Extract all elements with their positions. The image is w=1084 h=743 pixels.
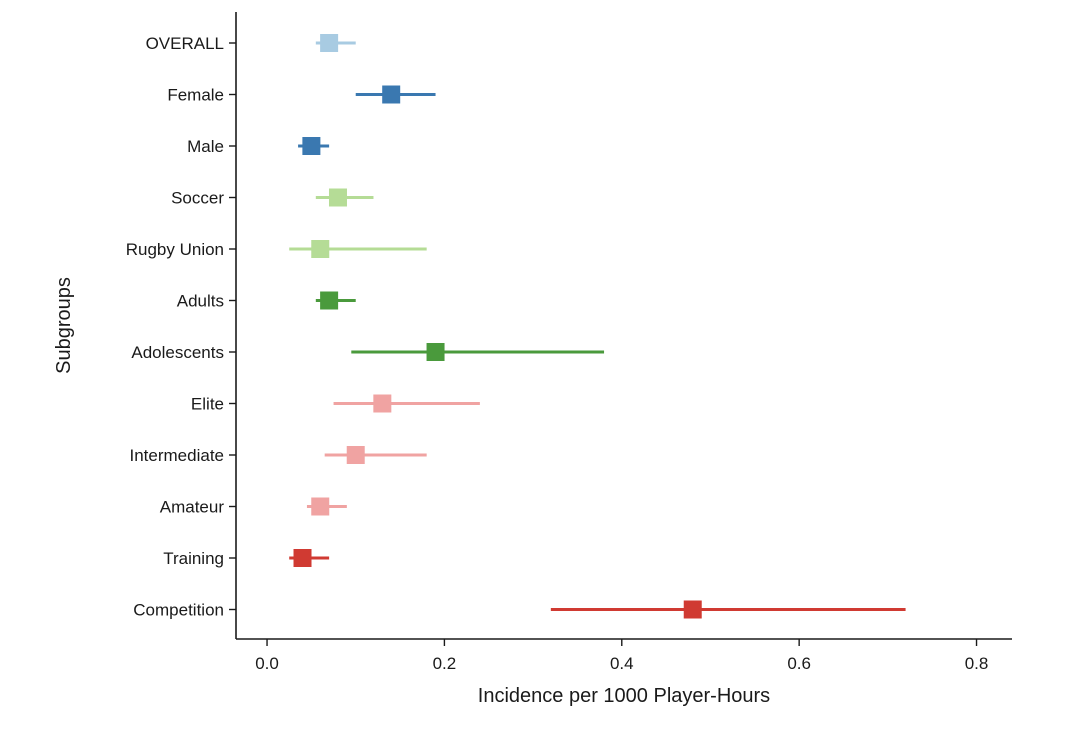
x-tick-label: 0.4 — [610, 654, 634, 673]
estimate-marker — [683, 600, 702, 619]
y-tick-label: Rugby Union — [126, 240, 224, 259]
ticks: 0.0 0.2 0.4 0.6 0.8 OVERALL Female Male Soccer Ru… — [126, 34, 989, 673]
y-tick-label: Male — [187, 137, 224, 156]
estimate-marker — [346, 446, 365, 464]
y-tick-label: Adults — [177, 292, 224, 311]
x-tick-label: 0.8 — [965, 654, 989, 673]
y-tick-label: Training — [163, 549, 224, 568]
estimate-marker — [293, 549, 312, 567]
estimate-marker — [426, 343, 445, 361]
y-tick-label: Adolescents — [131, 343, 224, 362]
estimate-marker — [311, 240, 330, 258]
estimate-marker — [373, 394, 392, 413]
axes — [235, 12, 1012, 640]
plot-marks — [289, 34, 906, 619]
x-tick-label: 0.2 — [433, 654, 457, 673]
estimate-marker — [382, 85, 401, 104]
y-tick-label: Competition — [133, 601, 224, 620]
x-tick-label: 0.6 — [787, 654, 811, 673]
estimate-marker — [320, 34, 339, 52]
x-tick-label: 0.0 — [255, 654, 279, 673]
y-tick-label: Female — [167, 86, 224, 105]
y-tick-label: Soccer — [171, 189, 224, 208]
estimate-marker — [311, 497, 330, 516]
estimate-marker — [320, 291, 339, 310]
estimate-marker — [328, 188, 347, 207]
x-axis-title: Incidence per 1000 Player-Hours — [478, 685, 770, 707]
y-tick-label: Elite — [191, 395, 224, 414]
y-axis-title: Subgroups — [53, 277, 75, 374]
y-tick-label: OVERALL — [146, 34, 224, 53]
y-tick-label: Amateur — [160, 498, 225, 517]
estimate-marker — [302, 137, 321, 155]
y-tick-label: Intermediate — [130, 446, 225, 465]
